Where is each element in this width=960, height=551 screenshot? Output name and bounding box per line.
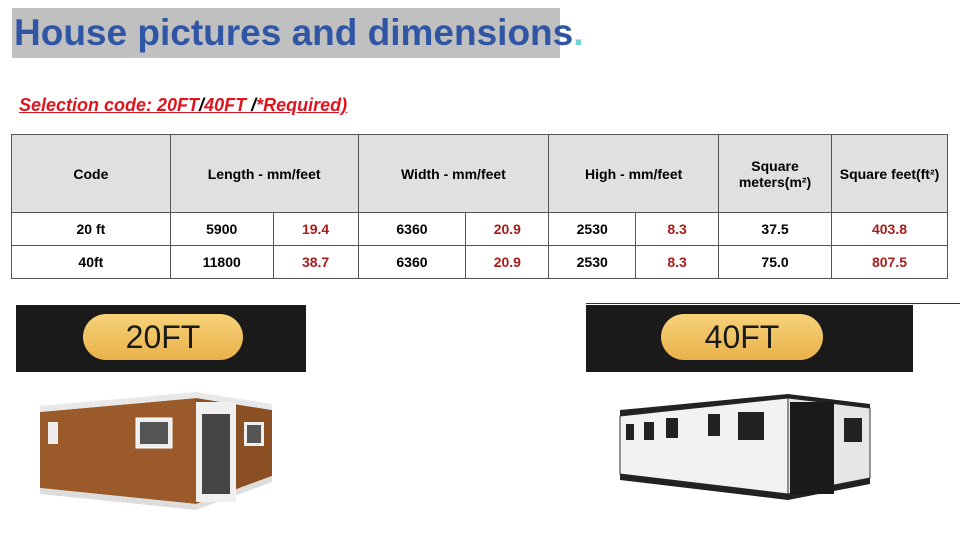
cell-width-ft: 20.9 bbox=[465, 212, 550, 246]
slash: / bbox=[251, 95, 257, 115]
cell-code: 20 ft bbox=[11, 212, 171, 246]
header-length: Length - mm/feet bbox=[169, 134, 359, 213]
cell-length-mm: 11800 bbox=[169, 245, 274, 279]
page-title: House pictures and dimensions. bbox=[12, 8, 584, 58]
table-header: Code Length - mm/feet Width - mm/feet Hi… bbox=[11, 134, 948, 213]
cell-length-mm: 5900 bbox=[169, 212, 274, 246]
cell-width-mm: 6360 bbox=[357, 212, 467, 246]
selection-prefix: Selection code: 20FT bbox=[19, 95, 200, 115]
cell-sqm: 75.0 bbox=[718, 245, 833, 279]
cell-sqft: 807.5 bbox=[831, 245, 948, 279]
house-40ft-image bbox=[619, 394, 871, 500]
cell-high-mm: 2530 bbox=[548, 212, 637, 246]
dimensions-table: Code Length - mm/feet Width - mm/feet Hi… bbox=[11, 134, 948, 279]
selection-suffix: *Required) bbox=[256, 95, 348, 115]
label-20ft: 20FT bbox=[83, 314, 243, 360]
cell-width-ft: 20.9 bbox=[465, 245, 550, 279]
header-high: High - mm/feet bbox=[548, 134, 720, 213]
banner-20ft: 20FT bbox=[16, 305, 306, 372]
cell-high-ft: 8.3 bbox=[635, 212, 720, 246]
cell-width-mm: 6360 bbox=[357, 245, 467, 279]
selection-code: Selection code: 20FT/40FT /*Required) bbox=[19, 95, 347, 116]
cell-high-mm: 2530 bbox=[548, 245, 637, 279]
header-width: Width - mm/feet bbox=[357, 134, 550, 213]
slash: / bbox=[199, 95, 205, 115]
cell-high-ft: 8.3 bbox=[635, 245, 720, 279]
cell-code: 40ft bbox=[11, 245, 171, 279]
cell-length-ft: 38.7 bbox=[272, 245, 359, 279]
divider bbox=[586, 303, 960, 304]
house-20ft-image bbox=[40, 392, 272, 510]
header-code: Code bbox=[11, 134, 171, 213]
header-sqm: Square meters(m²) bbox=[718, 134, 833, 213]
cell-length-ft: 19.4 bbox=[272, 212, 359, 246]
label-40ft: 40FT bbox=[661, 314, 823, 360]
title-text: House pictures and dimensions bbox=[14, 12, 574, 53]
banner-40ft: 40FT bbox=[586, 305, 913, 372]
table-row: 20 ft 5900 19.4 6360 20.9 2530 8.3 37.5 … bbox=[11, 212, 948, 246]
cell-sqm: 37.5 bbox=[718, 212, 833, 246]
cell-sqft: 403.8 bbox=[831, 212, 948, 246]
title-dot: . bbox=[573, 12, 584, 53]
table-row: 40ft 11800 38.7 6360 20.9 2530 8.3 75.0 … bbox=[11, 245, 948, 279]
header-sqft: Square feet(ft²) bbox=[831, 134, 948, 213]
selection-option: 40FT bbox=[204, 95, 252, 115]
